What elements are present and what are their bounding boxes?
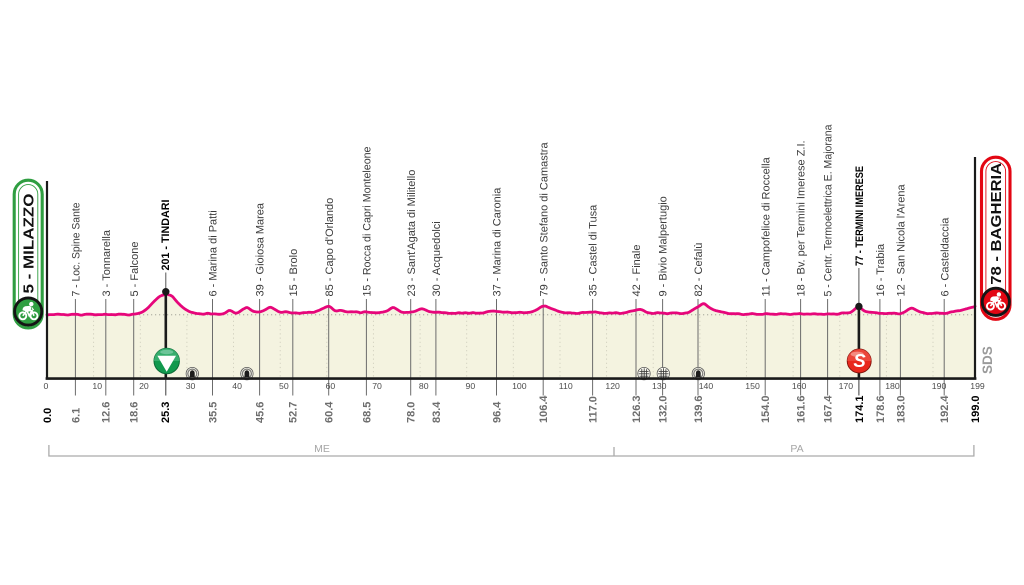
- svg-text:12.6: 12.6: [101, 402, 113, 423]
- svg-text:82 - Cefalù: 82 - Cefalù: [693, 243, 705, 297]
- svg-text:39 - Gioiosa Marea: 39 - Gioiosa Marea: [255, 202, 267, 296]
- svg-text:6 - Casteldaccia: 6 - Casteldaccia: [939, 217, 951, 297]
- svg-text:6.1: 6.1: [70, 408, 82, 423]
- svg-text:85 - Capo d'Orlando: 85 - Capo d'Orlando: [324, 198, 336, 297]
- svg-text:12 - San Nicola l'Arena: 12 - San Nicola l'Arena: [896, 183, 908, 296]
- svg-text:23 - Sant'Agata di Militello: 23 - Sant'Agata di Militello: [406, 170, 418, 297]
- svg-text:167.4: 167.4: [823, 395, 835, 423]
- svg-text:70: 70: [372, 381, 382, 391]
- svg-text:20: 20: [139, 381, 149, 391]
- svg-text:78 - BAGHERIA: 78 - BAGHERIA: [988, 163, 1005, 285]
- svg-text:154.0: 154.0: [760, 395, 772, 423]
- svg-text:79 - Santo Stefano di Camastra: 79 - Santo Stefano di Camastra: [538, 142, 550, 297]
- svg-text:ME: ME: [314, 443, 330, 455]
- svg-text:190: 190: [932, 381, 947, 391]
- svg-text:180: 180: [885, 381, 900, 391]
- svg-text:25.3: 25.3: [160, 402, 172, 423]
- svg-text:PA: PA: [790, 443, 803, 455]
- svg-text:96.4: 96.4: [491, 401, 503, 423]
- svg-text:183.0: 183.0: [895, 395, 907, 423]
- svg-text:30: 30: [186, 381, 196, 391]
- svg-text:5 - MILAZZO: 5 - MILAZZO: [21, 193, 38, 293]
- svg-text:161.6: 161.6: [796, 395, 808, 423]
- svg-text:132.0: 132.0: [658, 395, 670, 423]
- svg-text:0: 0: [44, 381, 49, 391]
- svg-text:60: 60: [326, 381, 336, 391]
- svg-text:5 - Centr. Termoelettrica E. M: 5 - Centr. Termoelettrica E. Majorana: [823, 124, 835, 297]
- svg-text:18 - Bv. per Termini Imerese Z: 18 - Bv. per Termini Imerese Z.I.: [796, 140, 808, 296]
- svg-text:15 - Rocca di Capri Monteleone: 15 - Rocca di Capri Monteleone: [362, 147, 374, 297]
- svg-text:78.0: 78.0: [406, 402, 418, 423]
- svg-text:S: S: [853, 350, 866, 371]
- svg-text:139.6: 139.6: [693, 395, 705, 423]
- svg-text:150: 150: [745, 381, 760, 391]
- svg-text:174.1: 174.1: [854, 395, 866, 423]
- svg-text:170: 170: [839, 381, 854, 391]
- svg-text:120: 120: [605, 381, 620, 391]
- svg-text:SDS: SDS: [980, 346, 995, 374]
- svg-text:160: 160: [792, 381, 807, 391]
- svg-text:130: 130: [652, 381, 667, 391]
- svg-text:0.0: 0.0: [42, 408, 54, 423]
- svg-text:140: 140: [699, 381, 714, 391]
- svg-text:15 - Brolo: 15 - Brolo: [288, 249, 300, 297]
- svg-text:60.4: 60.4: [324, 401, 336, 423]
- svg-text:68.5: 68.5: [361, 402, 373, 423]
- svg-text:7 - Loc. Spine Sante: 7 - Loc. Spine Sante: [71, 203, 83, 297]
- svg-text:126.3: 126.3: [631, 395, 643, 423]
- svg-text:42 - Finale: 42 - Finale: [631, 245, 643, 297]
- svg-text:199: 199: [970, 381, 985, 391]
- svg-text:45.6: 45.6: [255, 402, 267, 423]
- svg-text:9 - Bivio Malpertugio: 9 - Bivio Malpertugio: [658, 196, 670, 296]
- svg-text:83.4: 83.4: [431, 401, 443, 423]
- svg-text:3 - Tonnarella: 3 - Tonnarella: [101, 229, 113, 296]
- svg-text:77 - TERMINI IMERESE: 77 - TERMINI IMERESE: [854, 166, 866, 266]
- svg-text:5 - Falcone: 5 - Falcone: [129, 241, 141, 296]
- svg-text:11 - Campofelice di Roccella: 11 - Campofelice di Roccella: [760, 156, 772, 296]
- svg-text:80: 80: [419, 381, 429, 391]
- svg-text:106.4: 106.4: [538, 395, 550, 423]
- svg-text:201 - TINDARI: 201 - TINDARI: [160, 200, 172, 271]
- svg-text:52.7: 52.7: [288, 402, 300, 423]
- svg-text:16 - Trabia: 16 - Trabia: [875, 243, 887, 296]
- svg-text:110: 110: [559, 381, 573, 391]
- svg-text:90: 90: [466, 381, 476, 391]
- svg-text:10: 10: [92, 381, 102, 391]
- svg-text:192.4: 192.4: [939, 395, 951, 423]
- svg-text:35.5: 35.5: [207, 402, 219, 423]
- svg-text:37 - Marina di Caronia: 37 - Marina di Caronia: [492, 187, 504, 297]
- svg-text:199.0: 199.0: [970, 395, 982, 423]
- svg-text:40: 40: [232, 381, 242, 391]
- svg-text:178.6: 178.6: [875, 395, 887, 423]
- svg-text:100: 100: [512, 381, 527, 391]
- svg-text:35 - Castel di Tusa: 35 - Castel di Tusa: [588, 204, 600, 297]
- svg-text:6 - Marina di Patti: 6 - Marina di Patti: [208, 210, 220, 296]
- svg-text:50: 50: [279, 381, 289, 391]
- svg-text:117.0: 117.0: [588, 396, 600, 423]
- svg-text:30 - Acquedolci: 30 - Acquedolci: [431, 221, 443, 296]
- svg-text:18.6: 18.6: [129, 402, 141, 423]
